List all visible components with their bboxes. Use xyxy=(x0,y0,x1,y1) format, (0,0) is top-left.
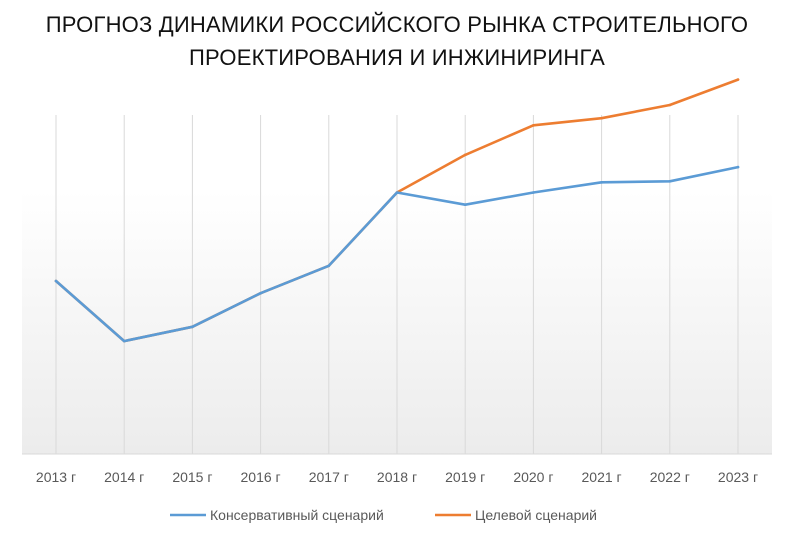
data-point-0-5 xyxy=(395,191,399,194)
x-tick-label-10: 2023 г xyxy=(718,469,758,485)
data-point-1-9 xyxy=(668,103,672,107)
data-point-0-8 xyxy=(600,181,603,184)
data-point-0-0 xyxy=(54,279,58,283)
data-point-0-3 xyxy=(259,291,262,295)
x-tick-label-2: 2015 г xyxy=(172,469,212,485)
x-tick-label-1: 2014 г xyxy=(104,469,144,485)
gridlines xyxy=(55,115,739,454)
data-point-1-10 xyxy=(736,78,740,81)
x-tick-label-3: 2016 г xyxy=(241,469,281,485)
x-tick-label-9: 2022 г xyxy=(650,469,690,485)
data-point-1-8 xyxy=(600,116,603,120)
x-tick-label-8: 2021 г xyxy=(582,469,622,485)
legend-label-0: Консервативный сценарий xyxy=(210,507,384,523)
data-point-1-6 xyxy=(463,153,467,157)
chart-title: ПРОГНОЗ ДИНАМИКИ РОССИЙСКОГО РЫНКА СТРОИ… xyxy=(0,8,794,74)
x-tick-label-7: 2020 г xyxy=(513,469,553,485)
data-point-0-6 xyxy=(463,203,467,207)
x-axis-tick-labels: 2013 г 2014 г 2015 г 2016 г 2017 г 2018 г 2019… xyxy=(36,469,758,485)
series-lines xyxy=(54,78,740,343)
legend: Консервативный сценарий Целевой сценарий xyxy=(170,507,597,523)
chart-title-line-1: ПРОГНОЗ ДИНАМИКИ РОССИЙСКОГО РЫНКА СТРОИ… xyxy=(45,12,749,37)
data-point-0-9 xyxy=(668,180,672,183)
legend-label-1: Целевой сценарий xyxy=(475,507,597,523)
x-tick-label-5: 2018 г xyxy=(377,469,417,485)
x-tick-label-4: 2017 г xyxy=(309,469,349,485)
x-tick-label-6: 2019 г xyxy=(445,469,485,485)
data-point-0-1 xyxy=(122,339,126,343)
data-point-1-7 xyxy=(532,124,535,127)
data-point-0-10 xyxy=(736,165,740,169)
data-point-0-7 xyxy=(532,191,535,194)
data-point-0-4 xyxy=(327,264,331,268)
chart-title-line-2: ПРОЕКТИРОВАНИЯ И ИНЖИНИРИНГА xyxy=(188,45,606,70)
x-tick-label-0: 2013 г xyxy=(36,469,76,485)
data-point-0-2 xyxy=(191,325,194,329)
